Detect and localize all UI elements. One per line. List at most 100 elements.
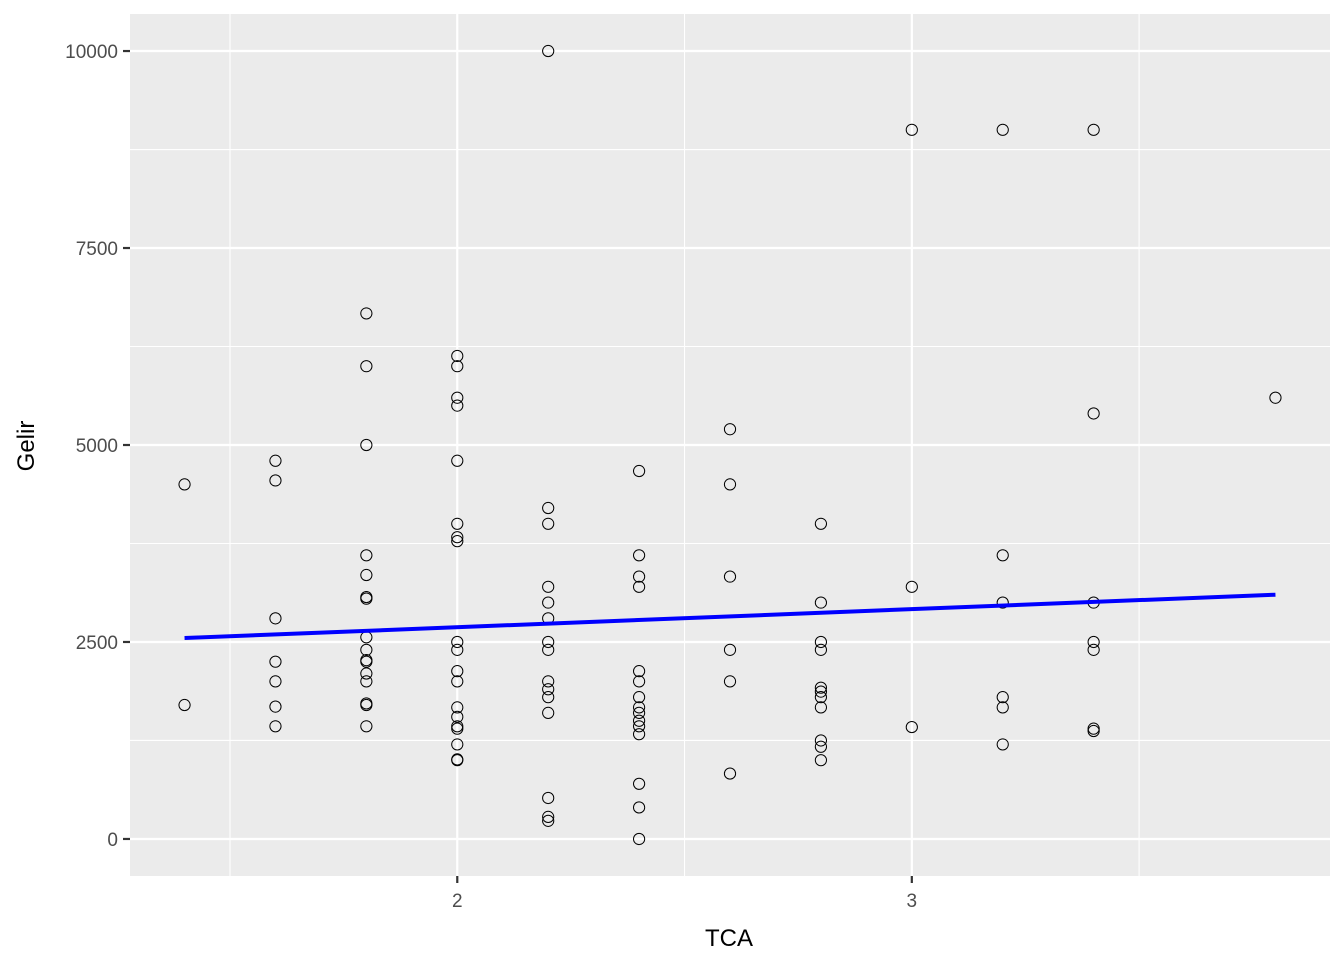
data-point	[632, 675, 646, 688]
y-tick-label: 5000	[76, 436, 118, 457]
data-point	[814, 517, 828, 530]
data-point	[632, 570, 646, 583]
data-point	[360, 307, 373, 320]
data-point	[814, 740, 828, 753]
data-point	[632, 777, 646, 790]
x-tick-label: 2	[452, 891, 463, 912]
data-point	[542, 580, 555, 593]
data-point	[451, 710, 464, 723]
data-point	[814, 596, 828, 609]
data-point	[451, 454, 464, 467]
data-point	[178, 698, 191, 712]
data-point	[360, 360, 373, 373]
data-point	[269, 655, 282, 668]
data-point	[996, 701, 1009, 714]
data-point	[542, 814, 555, 827]
data-point	[996, 691, 1009, 704]
data-point	[360, 438, 373, 452]
data-point	[632, 832, 646, 846]
data-point	[1269, 391, 1282, 404]
data-point	[632, 464, 646, 478]
data-point	[814, 754, 828, 767]
data-point	[632, 801, 646, 814]
data-point	[542, 643, 555, 656]
data-point	[360, 655, 373, 668]
data-point	[723, 767, 737, 780]
data-point	[178, 478, 191, 491]
data-point	[632, 549, 646, 562]
data-point	[632, 728, 646, 741]
data-point	[451, 643, 464, 656]
data-point	[451, 531, 464, 544]
data-point	[723, 570, 737, 583]
data-point	[360, 643, 373, 656]
data-point	[542, 44, 555, 58]
data-point	[996, 738, 1009, 751]
data-point	[451, 665, 464, 678]
data-point	[632, 706, 646, 719]
data-point	[542, 596, 555, 609]
data-point	[542, 675, 555, 688]
regression-line	[184, 592, 1276, 641]
data-point	[1087, 643, 1100, 656]
data-point	[814, 701, 828, 714]
data-point	[269, 612, 282, 625]
y-tick-label: 0	[107, 830, 118, 851]
y-tick-label: 2500	[76, 633, 118, 654]
data-point	[451, 535, 464, 548]
data-point	[542, 791, 555, 805]
data-point	[1087, 635, 1100, 649]
data-point	[451, 360, 464, 373]
y-axis-title: Gelir	[13, 421, 40, 472]
data-point	[451, 701, 464, 714]
data-point	[632, 691, 646, 704]
data-point	[723, 675, 737, 688]
data-point	[996, 549, 1009, 562]
data-point	[269, 474, 282, 487]
data-point	[451, 517, 464, 530]
data-point	[451, 391, 464, 404]
data-point	[814, 734, 828, 747]
data-point	[996, 123, 1009, 136]
data-point	[451, 738, 464, 751]
data-point	[451, 675, 464, 688]
data-point	[814, 681, 828, 694]
y-axis-ticks: 0 2500 5000 7500 10000	[65, 42, 130, 851]
data-point	[905, 720, 918, 734]
data-point	[814, 643, 828, 656]
data-point	[905, 580, 918, 593]
data-point	[542, 501, 555, 515]
data-point	[451, 349, 464, 363]
data-point	[360, 549, 373, 562]
data-point	[542, 683, 555, 696]
data-point	[542, 517, 555, 530]
y-tick-label: 7500	[76, 239, 118, 260]
y-tick-label: 10000	[65, 42, 118, 63]
data-point	[632, 720, 646, 733]
data-point	[360, 592, 373, 605]
data-point	[451, 722, 464, 735]
data-point	[360, 675, 373, 688]
data-point	[723, 643, 737, 656]
data-point	[814, 635, 828, 649]
data-point	[269, 454, 282, 467]
data-point	[542, 691, 555, 704]
data-point	[451, 399, 464, 412]
x-tick-label: 3	[907, 891, 918, 912]
data-point	[542, 635, 555, 649]
data-point	[451, 635, 464, 649]
data-point	[542, 706, 555, 719]
data-point	[814, 691, 828, 704]
x-axis-title: TCA	[705, 925, 753, 952]
data-point	[814, 685, 828, 698]
data-point	[632, 580, 646, 593]
data-point	[1087, 123, 1100, 136]
data-point	[269, 675, 282, 688]
data-point	[723, 478, 737, 491]
data-point	[996, 596, 1009, 609]
data-point	[360, 698, 373, 712]
data-point	[723, 423, 737, 436]
data-point	[632, 701, 646, 714]
